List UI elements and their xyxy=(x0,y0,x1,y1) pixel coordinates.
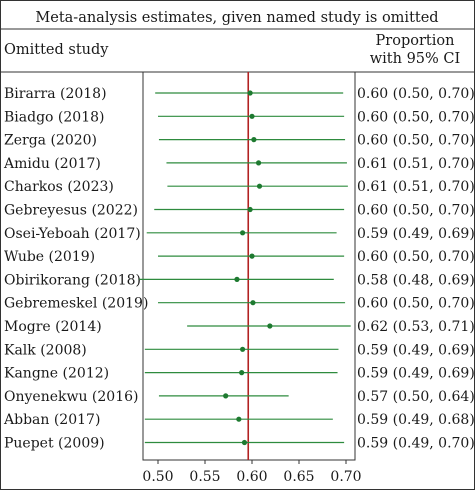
point-estimate xyxy=(249,113,255,119)
study-row: Onyenekwu (2016) 0.57 (0.50, 0.64) xyxy=(4,389,475,405)
ci-header: with 95% CI xyxy=(370,51,460,67)
study-row: Zerga (2020) 0.60 (0.50, 0.70) xyxy=(4,133,475,149)
study-row: Wube (2019) 0.60 (0.50, 0.70) xyxy=(4,249,475,265)
point-estimate xyxy=(267,323,273,329)
point-estimate xyxy=(255,160,262,166)
study-name: Obirikorang (2018) xyxy=(4,272,141,288)
study-row: Birarra (2018) 0.60 (0.50, 0.70) xyxy=(4,86,475,102)
study-name: Gebremeskel (2019) xyxy=(4,296,148,312)
point-estimate xyxy=(241,439,248,446)
point-estimate xyxy=(240,230,246,236)
study-name: Wube (2019) xyxy=(4,249,95,265)
study-name: Puepet (2009) xyxy=(4,436,105,452)
estimate-label: 0.60 (0.50, 0.70) xyxy=(357,203,475,219)
study-name: Osei-Yeboah (2017) xyxy=(4,226,141,242)
study-row: Mogre (2014) 0.62 (0.53, 0.71) xyxy=(4,319,475,335)
proportion-header: Proportion xyxy=(376,33,455,49)
study-row: Osei-Yeboah (2017) 0.59 (0.49, 0.69) xyxy=(4,226,475,242)
study-name: Kangne (2012) xyxy=(4,366,109,382)
x-tick-label: 0.70 xyxy=(330,469,361,485)
point-estimate xyxy=(240,346,246,352)
study-row: Kangne (2012) 0.59 (0.49, 0.69) xyxy=(4,366,475,382)
study-rows: Birarra (2018) 0.60 (0.50, 0.70)Biadgo (2… xyxy=(3,86,475,452)
estimate-label: 0.60 (0.50, 0.70) xyxy=(357,109,475,125)
study-row: Abban (2017) 0.59 (0.49, 0.68) xyxy=(3,412,475,428)
study-name: Birarra (2018) xyxy=(4,86,107,102)
study-row: Kalk (2008) 0.59 (0.49, 0.69) xyxy=(4,342,475,358)
x-axis: 0.50 0.55 0.60 0.65 0.70 xyxy=(142,460,362,485)
point-estimate xyxy=(251,137,257,143)
study-name: Amidu (2017) xyxy=(3,156,101,172)
study-row: Gebremeskel (2019) 0.60 (0.50, 0.70) xyxy=(4,296,475,312)
estimate-label: 0.59 (0.49, 0.69) xyxy=(357,366,475,382)
x-tick-label: 0.55 xyxy=(189,469,220,485)
point-estimate xyxy=(249,253,255,259)
point-estimate xyxy=(223,393,229,399)
estimate-label: 0.61 (0.51, 0.70) xyxy=(357,156,475,172)
point-estimate xyxy=(247,90,253,96)
estimate-label: 0.59 (0.49, 0.69) xyxy=(357,342,475,358)
estimate-label: 0.60 (0.50, 0.70) xyxy=(357,249,475,265)
study-name: Onyenekwu (2016) xyxy=(4,389,138,405)
point-estimate xyxy=(234,276,240,282)
estimate-label: 0.60 (0.50, 0.70) xyxy=(357,296,475,312)
study-name: Mogre (2014) xyxy=(4,319,102,335)
point-estimate xyxy=(256,183,263,189)
estimate-label: 0.60 (0.50, 0.70) xyxy=(357,86,475,102)
x-tick-label: 0.50 xyxy=(142,469,173,485)
estimate-label: 0.60 (0.50, 0.70) xyxy=(357,133,475,149)
figure-title: Meta-analysis estimates, given named stu… xyxy=(35,10,438,26)
estimate-label: 0.59 (0.49, 0.69) xyxy=(357,226,475,242)
study-row: Amidu (2017) 0.61 (0.51, 0.70) xyxy=(3,156,475,172)
study-row: Puepet (2009) 0.59 (0.49, 0.70) xyxy=(4,436,475,452)
point-estimate xyxy=(247,206,253,213)
point-estimate xyxy=(239,370,245,376)
omitted-study-header: Omitted study xyxy=(4,42,109,58)
study-name: Biadgo (2018) xyxy=(4,109,104,125)
estimate-label: 0.57 (0.50, 0.64) xyxy=(357,389,475,405)
study-name: Charkos (2023) xyxy=(4,179,114,195)
study-row: Charkos (2023) 0.61 (0.51, 0.70) xyxy=(4,179,475,195)
study-name: Kalk (2008) xyxy=(4,342,87,358)
x-tick-label: 0.65 xyxy=(283,469,314,485)
study-name: Abban (2017) xyxy=(3,412,100,428)
study-row: Biadgo (2018) 0.60 (0.50, 0.70) xyxy=(4,109,475,125)
estimate-label: 0.58 (0.48, 0.69) xyxy=(357,272,475,288)
estimate-label: 0.62 (0.53, 0.71) xyxy=(357,319,475,335)
estimate-label: 0.59 (0.49, 0.68) xyxy=(357,412,475,428)
study-row: Obirikorang (2018) 0.58 (0.48, 0.69) xyxy=(4,272,475,288)
study-name: Zerga (2020) xyxy=(4,133,97,149)
estimate-label: 0.59 (0.49, 0.70) xyxy=(357,436,475,452)
point-estimate xyxy=(250,300,256,306)
study-row: Gebreyesus (2022) 0.60 (0.50, 0.70) xyxy=(4,203,475,219)
point-estimate xyxy=(236,416,242,422)
x-tick-label: 0.60 xyxy=(236,469,267,485)
estimate-label: 0.61 (0.51, 0.70) xyxy=(357,179,475,195)
study-name: Gebreyesus (2022) xyxy=(4,203,138,219)
